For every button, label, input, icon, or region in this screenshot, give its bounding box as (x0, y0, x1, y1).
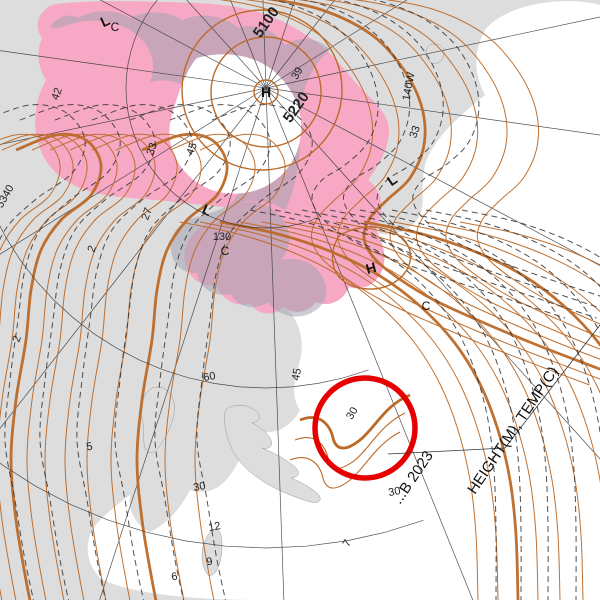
svg-text:12: 12 (207, 520, 221, 534)
svg-text:30: 30 (387, 485, 401, 499)
svg-text:C: C (422, 299, 431, 313)
svg-text:45: 45 (290, 367, 304, 381)
svg-text:60: 60 (202, 370, 216, 384)
svg-text:C: C (221, 244, 230, 258)
svg-text:130: 130 (213, 231, 231, 243)
svg-text:30: 30 (192, 480, 206, 494)
svg-text:C: C (111, 20, 120, 34)
svg-text:H: H (261, 84, 271, 100)
